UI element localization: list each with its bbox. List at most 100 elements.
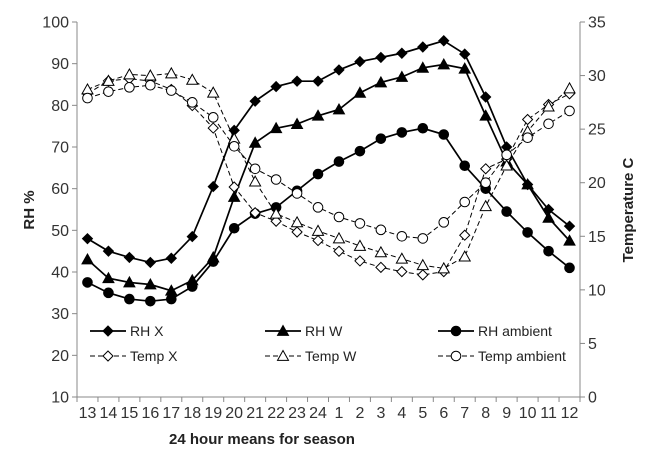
data-point-rh-ambient <box>501 206 512 217</box>
x-tick-label: 22 <box>267 405 285 422</box>
series-line-temp-x <box>87 78 570 276</box>
series-line-rh-w <box>86 63 571 292</box>
data-point-rh-w <box>374 75 388 88</box>
data-point-rh-ambient <box>124 293 135 305</box>
y-left-tick-label: 30 <box>51 306 69 323</box>
data-point-rh-w <box>144 277 157 290</box>
series-line-temp-ambient <box>87 84 570 239</box>
series-rh-w <box>81 57 576 296</box>
data-point-rh-w <box>123 275 136 288</box>
data-point-rh-ambient <box>103 287 114 299</box>
x-tick-label: 9 <box>502 405 511 422</box>
data-point-temp-x <box>333 245 345 257</box>
data-point-temp-x <box>291 226 303 238</box>
x-tick-label: 4 <box>397 405 406 422</box>
data-point-temp-ambient <box>543 118 554 130</box>
x-tick-label: 10 <box>519 405 537 422</box>
x-tick-label: 15 <box>120 405 138 422</box>
data-point-rh-ambient <box>82 277 93 288</box>
legend-label-temp-ambient: Temp ambient <box>478 348 566 364</box>
data-point-temp-ambient <box>333 211 345 223</box>
x-tick-label: 18 <box>183 405 201 422</box>
legend-marker-rh-ambient <box>450 325 462 337</box>
data-point-rh-w <box>290 117 304 129</box>
data-point-temp-ambient <box>291 188 303 199</box>
data-point-rh-w <box>479 109 493 121</box>
data-point-temp-w <box>269 207 283 219</box>
data-point-rh-x <box>123 251 136 264</box>
y-left-tick-label: 70 <box>51 140 69 157</box>
data-point-temp-ambient <box>501 149 512 161</box>
legend-item-rh-x: RH X <box>90 323 164 339</box>
data-point-rh-ambient <box>312 168 324 180</box>
data-point-rh-w <box>437 57 451 70</box>
x-tick-label: 16 <box>141 405 159 422</box>
data-point-rh-x <box>459 48 471 60</box>
series-line-temp-w <box>87 72 570 269</box>
data-point-rh-ambient <box>438 129 450 140</box>
data-point-temp-x <box>375 261 387 274</box>
data-point-rh-x <box>207 180 219 193</box>
data-point-temp-ambient <box>396 230 408 242</box>
data-point-rh-x <box>186 230 198 243</box>
series-line-rh-ambient <box>87 127 571 303</box>
data-point-rh-ambient <box>228 222 240 234</box>
data-point-temp-x <box>396 265 408 278</box>
data-point-rh-w <box>542 211 555 223</box>
data-point-rh-w <box>248 136 262 148</box>
y-left-tick-label: 40 <box>51 265 69 282</box>
data-point-temp-ambient <box>480 177 491 189</box>
data-point-rh-w <box>269 121 283 134</box>
legend-marker-temp-ambient <box>450 350 462 362</box>
data-point-temp-x <box>249 207 261 219</box>
data-point-temp-ambient <box>166 85 177 96</box>
y-right-tick-label: 25 <box>588 122 606 139</box>
data-point-temp-ambient <box>438 217 450 228</box>
data-point-temp-x <box>228 181 240 193</box>
y-right-tick-label: 5 <box>588 336 597 353</box>
data-point-temp-x <box>521 113 534 126</box>
data-point-temp-w <box>500 159 513 171</box>
data-point-temp-w <box>332 231 346 244</box>
data-point-rh-x <box>165 252 178 264</box>
data-point-temp-w <box>144 69 157 81</box>
data-point-rh-x <box>81 232 94 245</box>
data-point-rh-x <box>333 64 345 76</box>
y-right-tick-label: 35 <box>588 15 606 32</box>
x-tick-label: 24 <box>309 405 327 422</box>
data-point-temp-w <box>290 215 304 228</box>
data-point-rh-x <box>375 51 387 64</box>
legend-item-temp-w: Temp W <box>265 348 357 364</box>
legend-label-temp-x: Temp X <box>130 348 178 364</box>
y-right-tick-label: 20 <box>588 175 606 192</box>
data-point-temp-x <box>312 234 324 247</box>
data-point-temp-ambient <box>354 218 366 229</box>
legend-label-temp-w: Temp W <box>305 348 357 364</box>
x-tick-label: 23 <box>288 405 306 422</box>
data-point-rh-x <box>249 95 261 107</box>
data-point-rh-ambient <box>166 293 177 305</box>
data-point-rh-w <box>395 70 409 82</box>
x-tick-label: 19 <box>204 405 222 422</box>
data-point-temp-x <box>417 269 429 281</box>
y-left-tick-label: 20 <box>51 348 69 365</box>
legend-marker-temp-x <box>102 350 114 362</box>
data-point-temp-w <box>479 199 493 212</box>
y-left-tick-label: 50 <box>51 223 69 240</box>
data-point-temp-w <box>81 82 94 95</box>
data-point-rh-x <box>396 47 408 59</box>
data-point-rh-ambient <box>186 281 198 292</box>
y-left-tick-label: 60 <box>51 181 69 198</box>
x-tick-label: 21 <box>246 405 264 422</box>
data-point-temp-w <box>185 73 199 85</box>
legend-marker-rh-x <box>102 325 114 337</box>
data-point-temp-ambient <box>417 233 429 244</box>
data-point-rh-ambient <box>417 122 429 134</box>
series-rh-x <box>81 35 576 269</box>
data-point-temp-w <box>311 224 325 236</box>
series-temp-w <box>81 66 576 274</box>
data-point-rh-x <box>354 55 366 68</box>
x-tick-label: 17 <box>162 405 180 422</box>
